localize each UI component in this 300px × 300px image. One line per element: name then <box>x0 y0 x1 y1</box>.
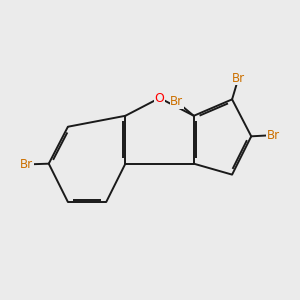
Text: Br: Br <box>232 72 245 85</box>
Text: O: O <box>154 92 164 104</box>
Text: Br: Br <box>267 129 280 142</box>
Text: Br: Br <box>170 95 183 108</box>
Text: Br: Br <box>20 158 33 171</box>
